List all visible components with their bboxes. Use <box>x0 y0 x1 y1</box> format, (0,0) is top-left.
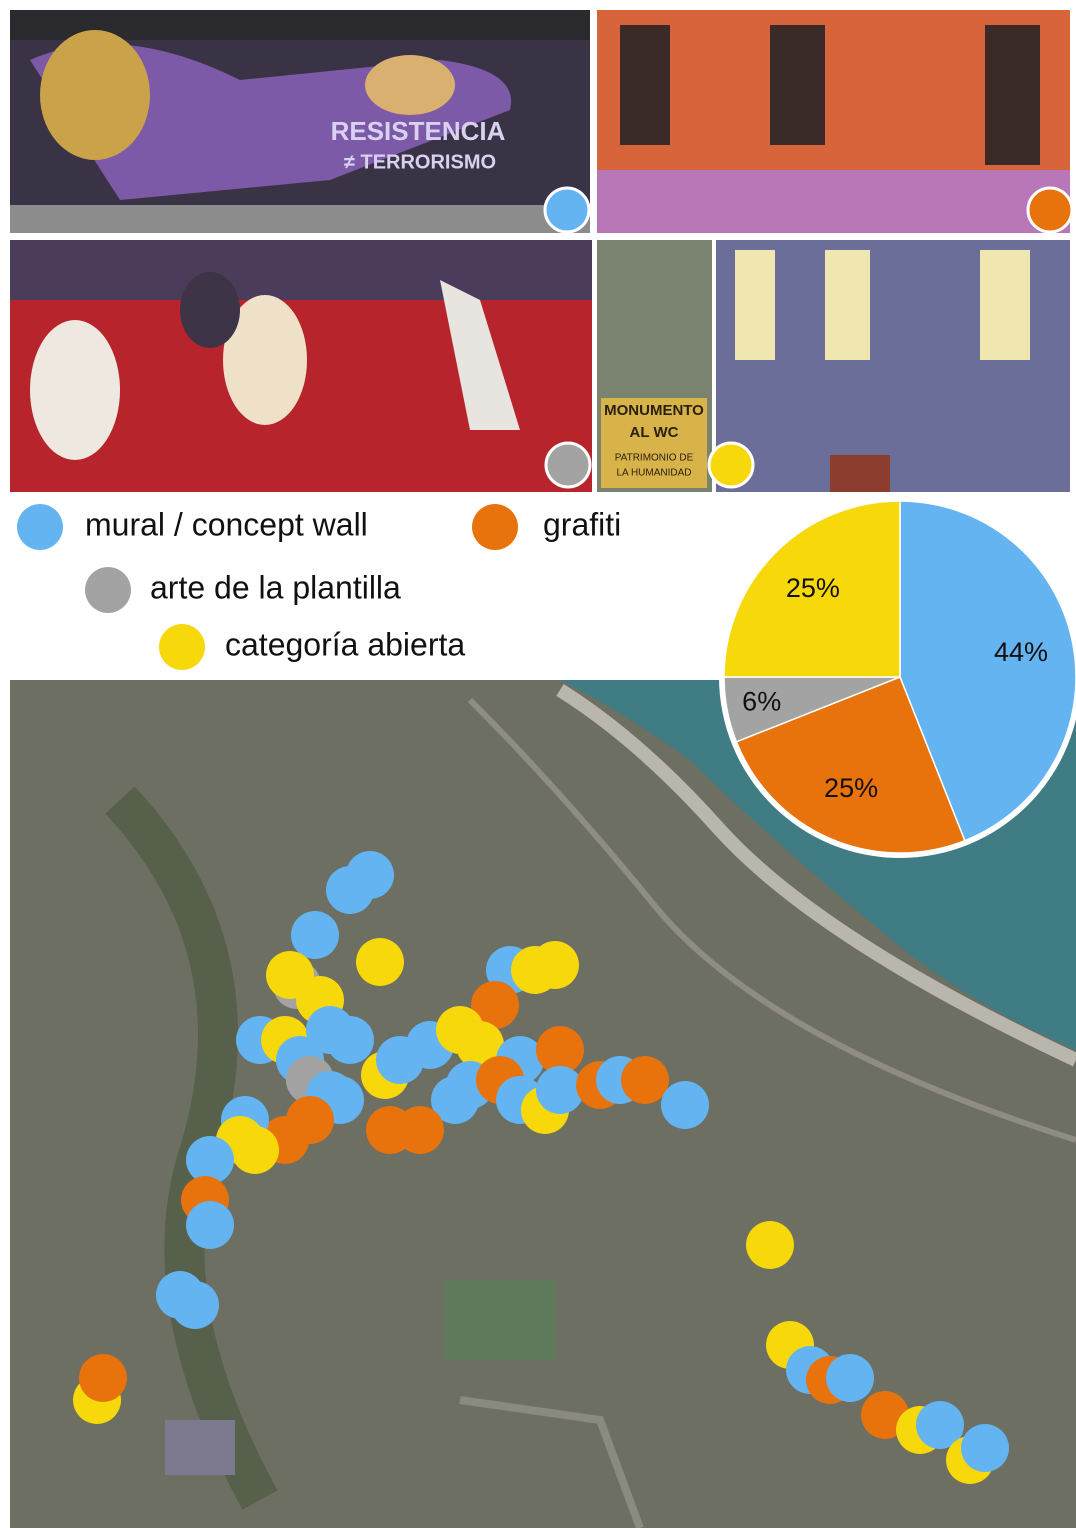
legend-marker <box>472 504 518 550</box>
photos: RESISTENCIA ≠ TERRORISMO MONUMENTO AL WC… <box>10 10 1070 492</box>
pie-label: 6% <box>742 687 781 717</box>
photo-indicator <box>546 443 590 487</box>
photo-text: PATRIMONIO DE <box>615 453 694 464</box>
map-point <box>326 1016 374 1064</box>
map-point <box>746 1221 794 1269</box>
legend-marker <box>17 504 63 550</box>
map-point <box>961 1424 1009 1472</box>
photo-part <box>620 25 670 145</box>
photo-part <box>597 170 1070 233</box>
pie-label: 25% <box>824 773 878 803</box>
map-point <box>231 1126 279 1174</box>
legend: mural / concept wall grafiti arte de la pl… <box>17 504 621 670</box>
map-point <box>186 1201 234 1249</box>
map-building <box>165 1420 235 1475</box>
photo-indicator <box>545 188 589 232</box>
photo-part <box>30 320 120 460</box>
legend-label: mural / concept wall <box>85 506 368 542</box>
photo-part <box>770 25 825 145</box>
map-point <box>171 1281 219 1329</box>
photo-part <box>980 250 1030 360</box>
map-point <box>366 1106 414 1154</box>
map-point <box>621 1056 669 1104</box>
photo-part <box>735 250 775 360</box>
photo-part <box>10 205 590 233</box>
photo-part <box>830 455 890 492</box>
map-point <box>826 1354 874 1402</box>
map-point <box>291 911 339 959</box>
map-point <box>531 941 579 989</box>
photo-part <box>180 272 240 348</box>
legend-marker <box>85 567 131 613</box>
pie: 44% 25% 6% 25% <box>724 501 1076 853</box>
photo-indicator <box>1028 188 1072 232</box>
legend-marker <box>159 624 205 670</box>
pie-label: 44% <box>994 637 1048 667</box>
map-point <box>661 1081 709 1129</box>
legend-label: arte de la plantilla <box>150 569 401 605</box>
legend-label: grafiti <box>543 506 621 542</box>
map-point <box>326 866 374 914</box>
legend-label: categoría abierta <box>225 626 465 662</box>
photo-part <box>10 240 592 300</box>
photo-text: AL WC <box>630 424 679 441</box>
photo-text: ≠ TERRORISMO <box>344 151 496 173</box>
photo-part <box>985 25 1040 165</box>
map-point <box>356 938 404 986</box>
pie-label: 25% <box>786 573 840 603</box>
photo-text: RESISTENCIA <box>331 116 506 146</box>
photo-text: MONUMENTO <box>604 402 704 419</box>
photo-part <box>40 30 150 160</box>
photo-indicator <box>709 443 753 487</box>
photo-part <box>365 55 455 115</box>
photo-part <box>825 250 870 360</box>
photo-text: LA HUMANIDAD <box>616 468 691 479</box>
map-point <box>79 1354 127 1402</box>
map-park <box>445 1280 555 1360</box>
figure: RESISTENCIA ≠ TERRORISMO MONUMENTO AL WC… <box>0 0 1076 1528</box>
